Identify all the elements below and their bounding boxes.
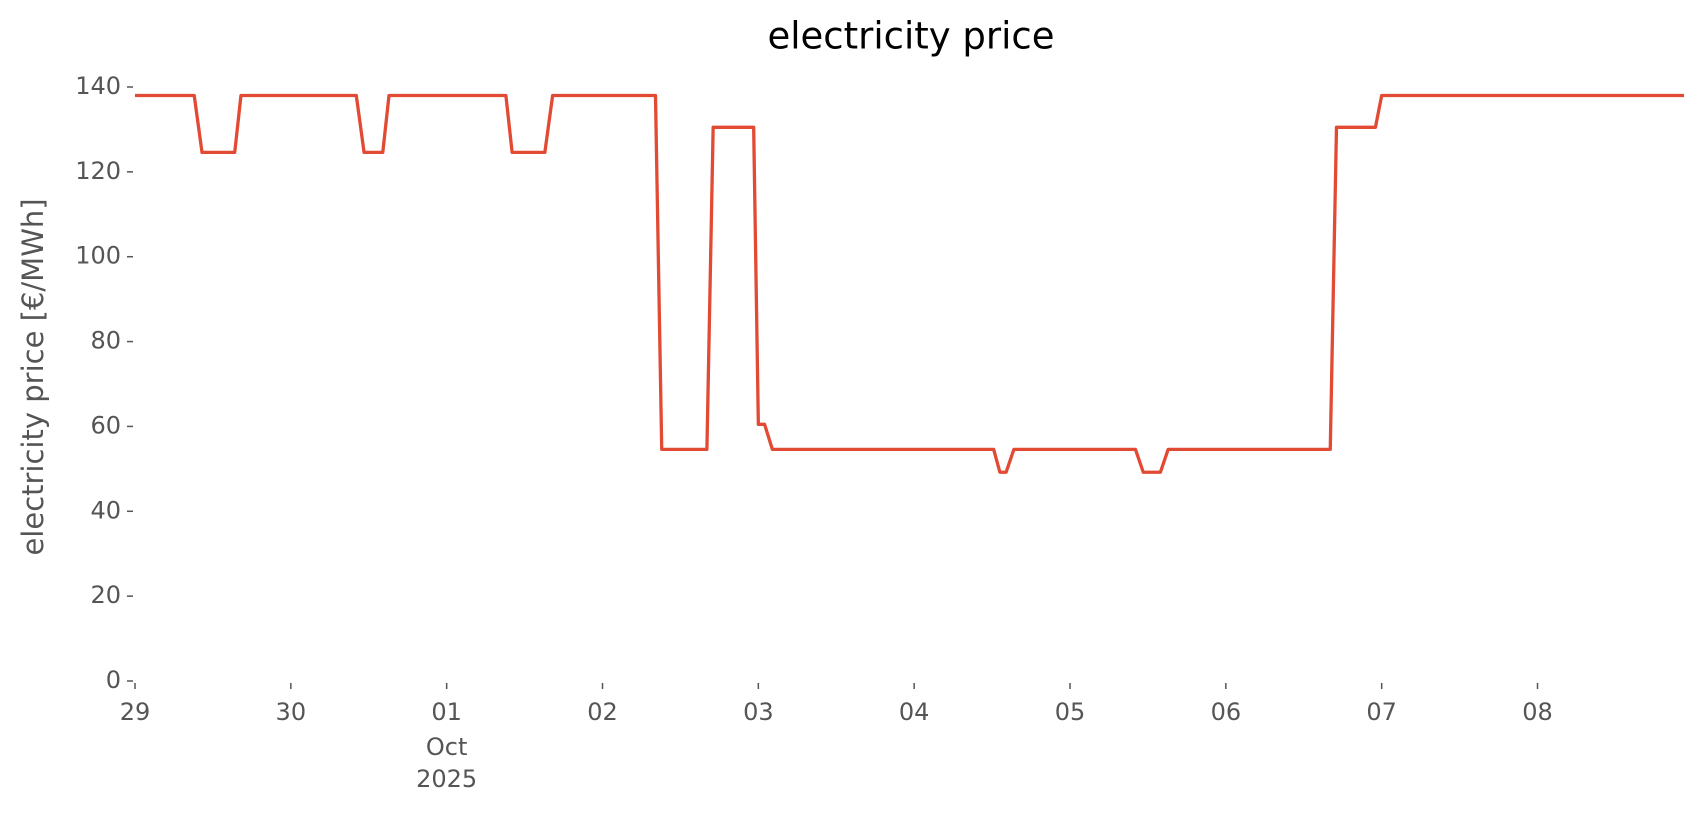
price-line xyxy=(135,93,1684,474)
x-tick-label: 07 xyxy=(1366,698,1397,726)
y-tick-label: 120 xyxy=(75,157,121,185)
x-tick-label: 06 xyxy=(1211,698,1242,726)
x-tick-label: 08 xyxy=(1522,698,1553,726)
x-tick-label: 01 xyxy=(431,698,462,726)
x-tick-label: 04 xyxy=(899,698,930,726)
y-tick-label: 40 xyxy=(90,496,121,524)
y-tick-label: 80 xyxy=(90,327,121,355)
x-tick-label: 03 xyxy=(743,698,774,726)
x-tick-sublabel: 2025 xyxy=(416,765,477,793)
chart-title: electricity price xyxy=(767,15,1054,58)
x-tick-label: 30 xyxy=(276,698,307,726)
y-tick-label: 20 xyxy=(90,581,121,609)
y-tick-label: 100 xyxy=(75,242,121,270)
y-tick-label: 0 xyxy=(106,666,121,694)
x-tick-label: 29 xyxy=(120,698,151,726)
y-tick-label: 60 xyxy=(90,411,121,439)
x-tick-sublabel: Oct xyxy=(426,733,468,761)
y-axis-label: electricity price [€/MWh] xyxy=(16,198,50,555)
y-tick-label: 140 xyxy=(75,72,121,100)
x-tick-label: 05 xyxy=(1055,698,1086,726)
x-tick-label: 02 xyxy=(587,698,618,726)
